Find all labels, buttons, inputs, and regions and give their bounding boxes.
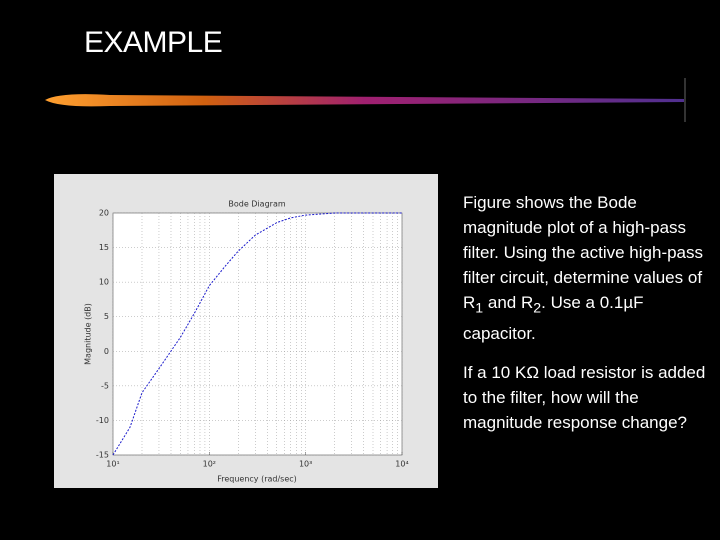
body-text: Figure shows the Bode magnitude plot of … — [463, 190, 708, 449]
divider-end — [684, 78, 686, 122]
text: If a 10 KΩ load resistor is added to the… — [463, 363, 706, 433]
y-tick-label: 15 — [99, 243, 109, 252]
y-tick-label: 20 — [99, 209, 109, 218]
curve — [112, 212, 402, 456]
x-tick-label: 10⁴ — [395, 460, 408, 469]
paragraph: If a 10 KΩ load resistor is added to the… — [463, 360, 708, 435]
text: Figure shows the Bode magnitude plot of … — [463, 193, 704, 312]
x-tick-label: 10³ — [299, 460, 312, 469]
chart-title: Bode Diagram — [228, 200, 285, 209]
y-tick-label: 10 — [99, 278, 109, 287]
subscript: 1 — [475, 300, 484, 317]
paragraph: Figure shows the Bode magnitude plot of … — [463, 190, 708, 346]
y-tick-label: -10 — [96, 416, 109, 425]
y-axis-label: Magnitude (dB) — [84, 303, 93, 365]
y-tick-label: 5 — [104, 312, 109, 321]
text: . Use a 0.1µF capacitor. — [463, 293, 644, 344]
divider — [45, 94, 685, 107]
y-tick-label: 0 — [104, 347, 109, 356]
x-tick-label: 10² — [203, 460, 216, 469]
slide-title: EXAMPLE — [84, 26, 223, 59]
y-tick-label: -5 — [101, 381, 109, 390]
subscript: 2 — [533, 300, 542, 317]
plot-area — [112, 212, 403, 456]
y-tick-label: -15 — [96, 451, 109, 460]
x-axis-label: Frequency (rad/sec) — [217, 475, 297, 484]
text: and R — [483, 293, 534, 312]
x-tick-label: 10¹ — [106, 460, 119, 469]
chart: Bode Diagram Frequency (rad/sec) Magnitu… — [54, 174, 438, 488]
